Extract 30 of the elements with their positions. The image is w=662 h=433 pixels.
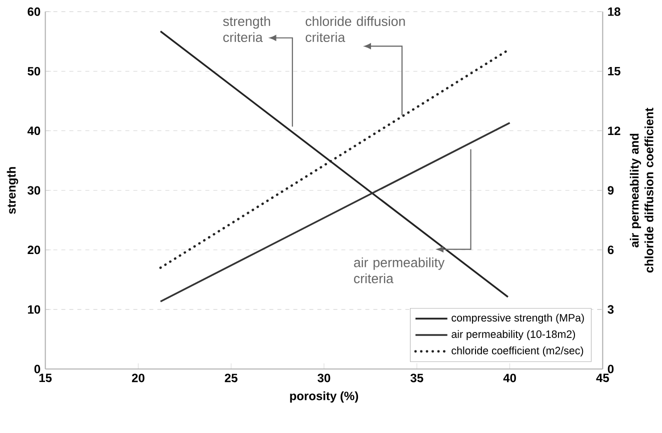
y-tick-label: 40 [27,126,40,136]
legend-label: air permeability (10-18m2) [452,330,575,340]
x-tick-label: 45 [596,374,609,382]
y2-tick-label: 3 [608,305,614,314]
y-axis-title: strength [6,167,18,214]
y-tick-label: 60 [28,7,40,16]
annotation: chloride diffusion criteria [306,16,405,42]
x-tick-label: 40 [503,374,516,382]
x-tick-label: 15 [39,374,52,382]
y2-axis-title: air permeability and chloride diffusion coefficient [630,108,654,273]
x-tick-label: 30 [318,374,330,382]
y2-tick-label: 12 [608,126,620,135]
y-tick-label: 10 [28,305,40,314]
x-tick-label: 35 [410,374,424,382]
y2-tick-label: 18 [608,7,620,16]
y2-tick-label: 0 [608,364,614,374]
legend-label: compressive strength (MPa) [452,314,584,324]
y-tick-label: 30 [28,186,40,195]
legend-label: chloride coefficient (m2/sec) [452,346,584,356]
annotation: air permeability criteria [354,257,445,284]
y-tick-label: 20 [28,246,40,254]
y-tick-label: 50 [28,66,40,76]
x-tick-label: 20 [132,374,144,382]
x-axis-title: porosity (%) [290,391,358,403]
annotation: strength criteria [223,16,270,42]
y2-tick-label: 9 [608,186,614,195]
y2-tick-label: 6 [608,246,614,254]
y-tick-label: 0 [34,364,40,374]
y2-tick-label: 15 [608,67,620,76]
x-tick-label: 25 [224,374,238,382]
